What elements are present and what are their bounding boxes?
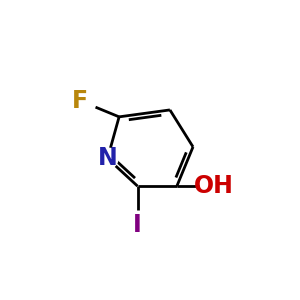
Text: F: F [72, 89, 88, 113]
Circle shape [97, 148, 118, 169]
Text: OH: OH [194, 174, 234, 198]
Text: I: I [133, 213, 142, 237]
Text: N: N [98, 146, 117, 170]
